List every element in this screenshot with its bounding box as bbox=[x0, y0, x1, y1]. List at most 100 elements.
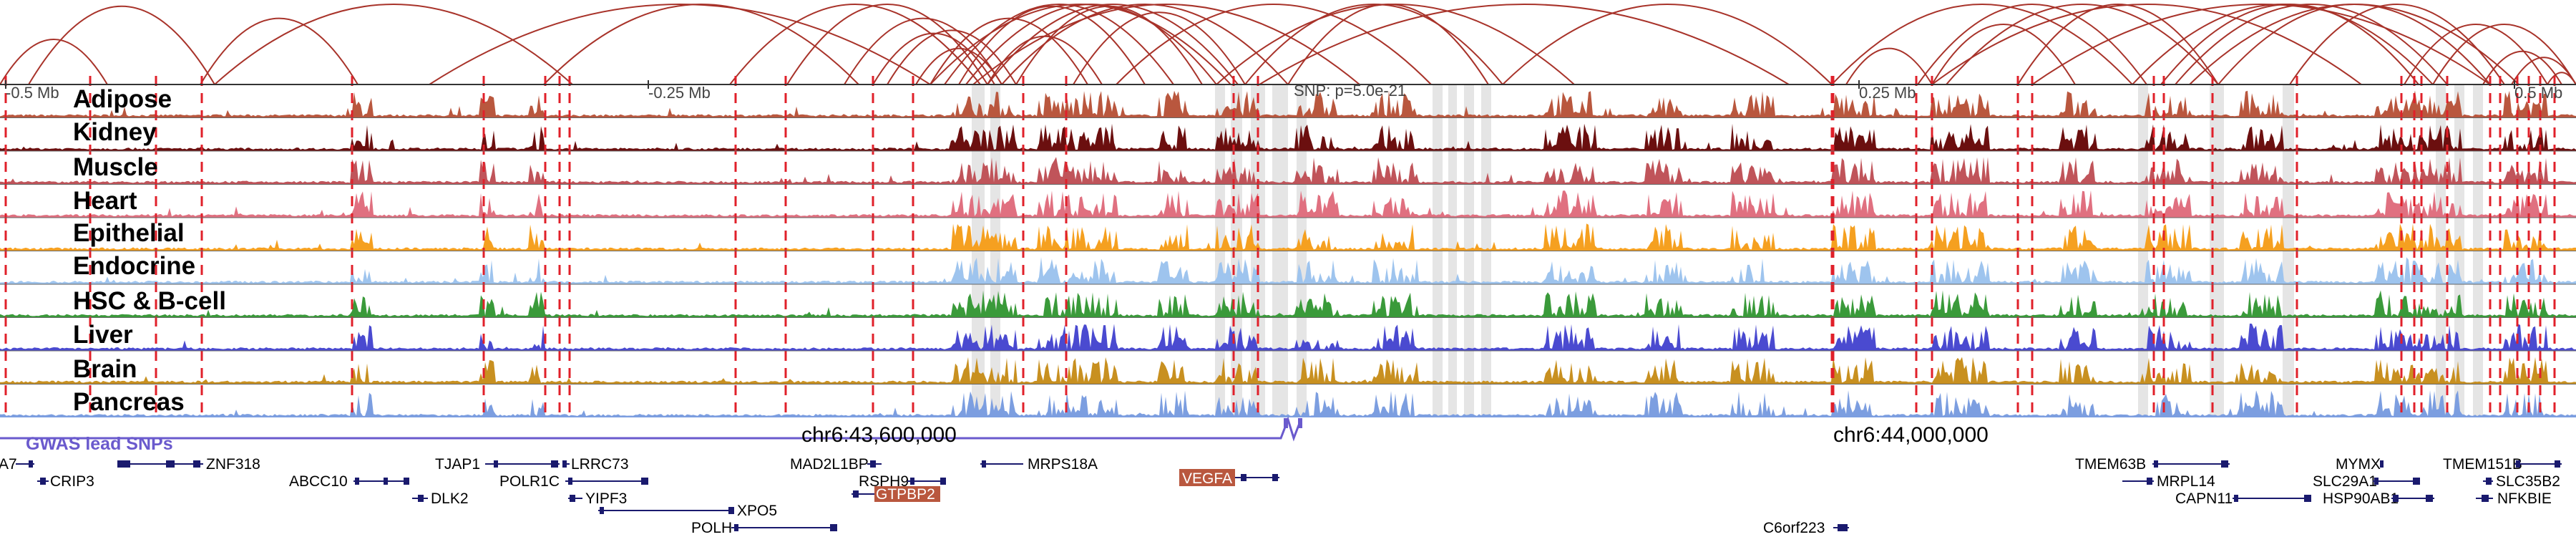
gwas-lead-snp-connector bbox=[0, 416, 1302, 442]
gene-yipf3[interactable]: YIPF3 bbox=[568, 490, 627, 507]
gene-rsph9[interactable]: RSPH9 bbox=[859, 473, 946, 490]
interaction-arc bbox=[872, 32, 995, 85]
gene-label: POLH bbox=[691, 520, 732, 536]
track-label-hsc-b-cell: HSC & B-cell bbox=[73, 287, 226, 315]
interaction-arc bbox=[2482, 50, 2562, 85]
track-label-liver: Liver bbox=[73, 321, 133, 349]
gene-label: SLC35B2 bbox=[2496, 473, 2560, 490]
gene-polr1c[interactable]: POLR1C bbox=[499, 473, 648, 490]
gene-c6orf223[interactable]: C6orf223 bbox=[1763, 520, 1849, 536]
gene-tmem63b[interactable]: TMEM63B bbox=[2075, 456, 2230, 473]
interaction-arc bbox=[1845, 47, 1933, 85]
interaction-arc bbox=[0, 39, 108, 85]
interaction-arc bbox=[930, 17, 1088, 85]
interaction-arc bbox=[543, 4, 859, 85]
signal-epithelial bbox=[0, 223, 2576, 250]
gene-label: SLC29A1 bbox=[2313, 473, 2377, 490]
track-label-adipose: Adipose bbox=[73, 85, 172, 113]
gene-tjap1[interactable]: TJAP1 bbox=[435, 456, 560, 473]
gene-label: C6orf223 bbox=[1763, 520, 1825, 536]
gwas-lead-snp-marker[interactable] bbox=[1298, 418, 1302, 428]
gwas-track-label: GWAS lead SNPs bbox=[26, 434, 173, 454]
interaction-arc bbox=[2031, 4, 2491, 85]
gene-highlight-box bbox=[1179, 469, 1235, 486]
gene-polh[interactable]: POLH bbox=[691, 520, 837, 536]
gene-gtpbp2[interactable]: GTPBP2 bbox=[852, 486, 940, 503]
gene-annotation-track: A7 CRIP3 ZNF318 ABCC10 DLK2 TJAP1 LRRC73 bbox=[0, 456, 2562, 536]
interaction-arc bbox=[429, 4, 931, 85]
interaction-arc bbox=[1015, 6, 1203, 85]
track-label-endocrine: Endocrine bbox=[73, 252, 195, 280]
signal-heart bbox=[0, 190, 2576, 216]
gene-lrrc73[interactable]: LRRC73 bbox=[562, 456, 629, 473]
gene-dlk2[interactable]: DLK2 bbox=[412, 490, 469, 507]
gene-label: MAD2L1BP bbox=[790, 456, 869, 473]
gene-znf318[interactable]: ZNF318 bbox=[117, 456, 260, 473]
gene-mymx[interactable]: MYMX bbox=[2336, 456, 2384, 473]
gene-label: VEGFA bbox=[1182, 470, 1232, 487]
track-labels: Adipose Kidney Muscle Heart Epithelial E… bbox=[73, 85, 226, 416]
gene-crip3[interactable]: CRIP3 bbox=[37, 473, 94, 490]
position-axis: -0.5 Mb -0.25 Mb SNP: p=5.0e-21 0.25 Mb … bbox=[6, 82, 2562, 102]
track-label-kidney: Kidney bbox=[73, 118, 157, 146]
browser-frame bbox=[0, 80, 2576, 384]
gene-label: NFKBIE bbox=[2497, 490, 2552, 507]
gene-highlight-box bbox=[874, 486, 940, 502]
gene-label: CRIP3 bbox=[50, 473, 94, 490]
gene-mad2l1bp[interactable]: MAD2L1BP bbox=[790, 456, 882, 473]
gene-nfkbie[interactable]: NFKBIE bbox=[2476, 490, 2552, 507]
interaction-arc bbox=[1287, 4, 1489, 85]
interaction-arc bbox=[28, 6, 215, 85]
signal-endocrine bbox=[0, 257, 2576, 283]
gene-slc35b2[interactable]: SLC35B2 bbox=[2483, 473, 2560, 490]
interaction-arc bbox=[1244, 4, 1503, 85]
track-label-muscle: Muscle bbox=[73, 153, 158, 181]
interaction-arcs bbox=[0, 4, 2576, 85]
gene-slc29a1[interactable]: SLC29A1 bbox=[2313, 473, 2420, 490]
gene-label: MRPS18A bbox=[1028, 456, 1098, 473]
gene-abcc10[interactable]: ABCC10 bbox=[289, 473, 409, 490]
gene-mrps18a[interactable]: MRPS18A bbox=[980, 456, 1098, 473]
gene-label: HSP90AB1 bbox=[2323, 490, 2399, 507]
track-label-brain: Brain bbox=[73, 355, 137, 383]
interaction-arc bbox=[2189, 4, 2519, 85]
interaction-arc bbox=[1946, 4, 2219, 85]
gene-label: A7 bbox=[0, 456, 17, 473]
gene-label: TMEM151B bbox=[2443, 456, 2522, 473]
gene-label: CAPN11 bbox=[2175, 490, 2233, 507]
gene-label: ZNF318 bbox=[206, 456, 260, 473]
interaction-arc bbox=[729, 4, 981, 85]
interaction-arc bbox=[1116, 4, 1432, 85]
track-label-heart: Heart bbox=[73, 187, 137, 215]
gene-label: MRPL14 bbox=[2157, 473, 2215, 490]
interaction-arc bbox=[2547, 72, 2576, 85]
interaction-arc bbox=[2432, 24, 2576, 85]
gene-hsp90ab1[interactable]: HSP90AB1 bbox=[2323, 490, 2434, 507]
axis-label-0.25mb: 0.25 Mb bbox=[1859, 84, 1916, 102]
gwas-snp-lines bbox=[4, 76, 2556, 417]
gene-label: MYMX bbox=[2336, 456, 2381, 473]
interaction-arc bbox=[944, 4, 1174, 85]
gene-tmem151b[interactable]: TMEM151B bbox=[2443, 456, 2562, 473]
gene-capn11[interactable]: CAPN11 bbox=[2175, 490, 2311, 507]
gene-xpo5[interactable]: XPO5 bbox=[598, 503, 777, 519]
gene-label: XPO5 bbox=[737, 503, 777, 519]
snp-pvalue-label: SNP: p=5.0e-21 bbox=[1294, 82, 1406, 100]
signal-muscle bbox=[0, 157, 2576, 183]
interaction-arc bbox=[1931, 4, 2362, 85]
gwas-lead-snp-marker[interactable] bbox=[1284, 418, 1288, 428]
interaction-arc bbox=[1502, 4, 1833, 85]
gene-a7[interactable]: A7 bbox=[0, 456, 34, 473]
gene-label: GTPBP2 bbox=[876, 486, 935, 503]
interaction-arc bbox=[930, 4, 1231, 85]
interaction-arc bbox=[2175, 4, 2448, 85]
gene-vegfa[interactable]: VEGFA bbox=[1179, 469, 1279, 487]
interaction-arc bbox=[2511, 57, 2576, 85]
interaction-arc bbox=[1931, 24, 2076, 85]
interaction-arc bbox=[844, 17, 1002, 85]
interaction-arc bbox=[214, 4, 573, 85]
gene-mrpl14[interactable]: MRPL14 bbox=[2122, 473, 2215, 490]
gene-label: ABCC10 bbox=[289, 473, 348, 490]
